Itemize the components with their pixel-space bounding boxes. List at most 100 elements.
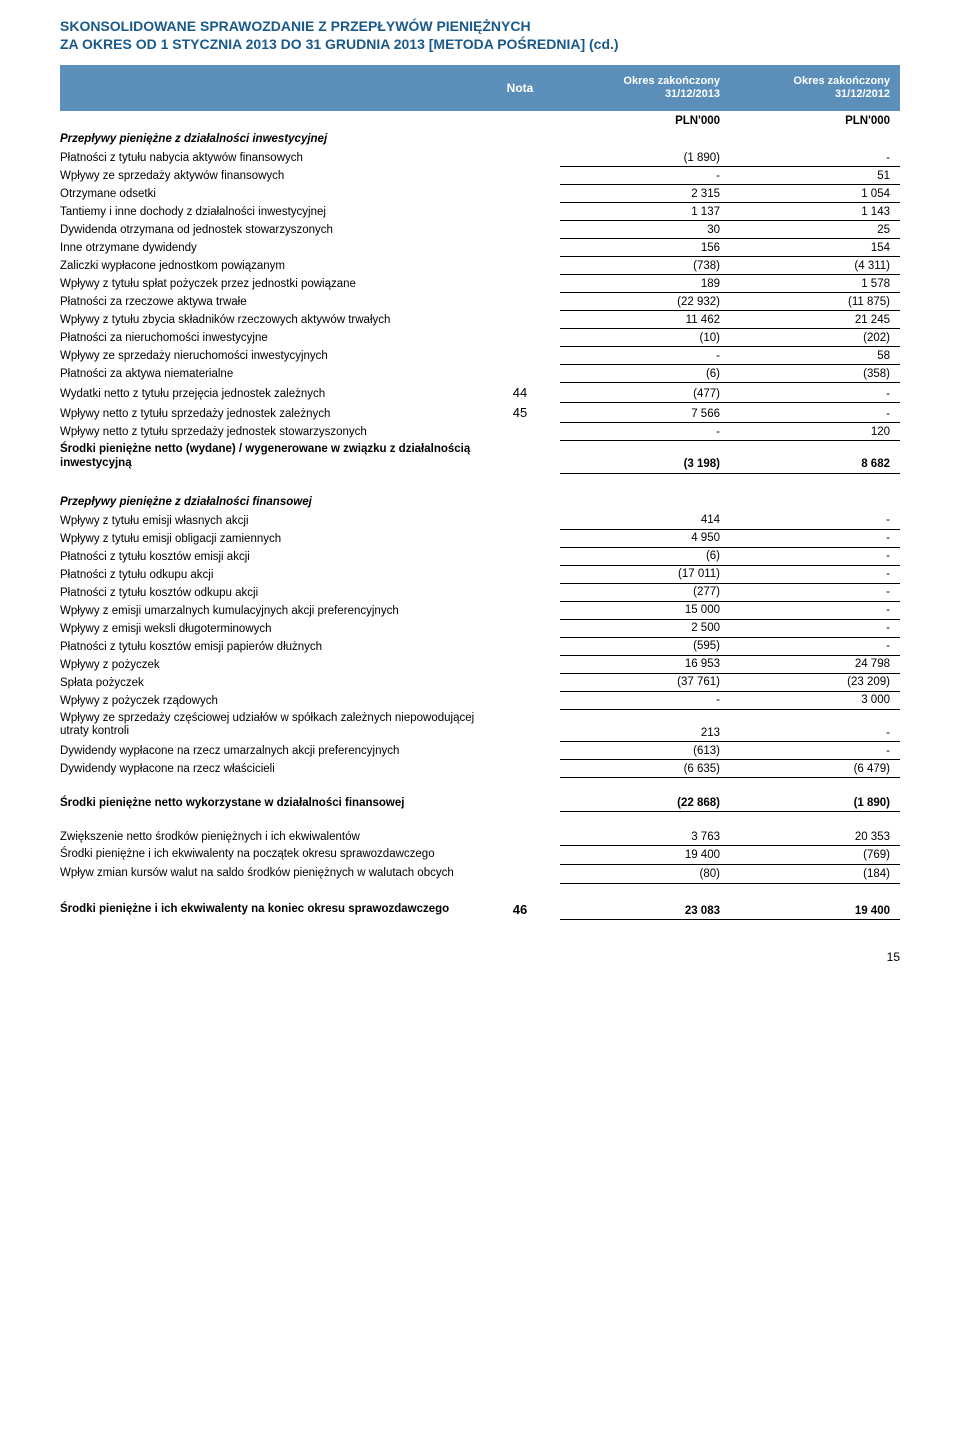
row-val1: 414 (560, 512, 730, 530)
row-desc: Wpływy z pożyczek rządowych (60, 691, 480, 709)
row-desc: Środki pieniężne i ich ekwiwalenty na po… (60, 846, 480, 865)
row-val2: - (730, 547, 900, 565)
table-row: Tantiemy i inne dochody z działalności i… (60, 203, 900, 221)
row-val1: - (560, 347, 730, 365)
row-val1: (613) (560, 742, 730, 760)
table-row: Wpływy netto z tytułu sprzedaży jednoste… (60, 403, 900, 423)
row-val2: (358) (730, 365, 900, 383)
row-desc: Wpływy z emisji umarzalnych kumulacyjnyc… (60, 601, 480, 619)
row-val1: 23 083 (560, 900, 730, 920)
row-desc: Płatności za aktywa niematerialne (60, 365, 480, 383)
row-val2: (11 875) (730, 293, 900, 311)
row-desc: Płatności za rzeczowe aktywa trwałe (60, 293, 480, 311)
row-nota (480, 239, 560, 257)
row-val1: 213 (560, 709, 730, 742)
row-desc: Wpływy netto z tytułu sprzedaży jednoste… (60, 403, 480, 423)
table-row: Wpływy ze sprzedaży częściowej udziałów … (60, 709, 900, 742)
row-val2: 8 682 (730, 441, 900, 474)
row-desc: Dywidendy wypłacone na rzecz właścicieli (60, 760, 480, 778)
row-val1: 7 566 (560, 403, 730, 423)
row-desc: Spłata pożyczek (60, 673, 480, 691)
table-row: Płatności za nieruchomości inwestycyjne(… (60, 329, 900, 347)
row-nota (480, 311, 560, 329)
title-line1: SKONSOLIDOWANE SPRAWOZDANIE Z PRZEPŁYWÓW… (60, 18, 900, 36)
table-row: Wpływy z tytułu emisji obligacji zamienn… (60, 529, 900, 547)
row-nota (480, 221, 560, 239)
table-row: Wpływy z tytułu emisji własnych akcji 414… (60, 512, 900, 530)
table-row: Wydatki netto z tytułu przejęcia jednost… (60, 383, 900, 403)
table-row: Wpływ zmian kursów walut na saldo środkó… (60, 864, 900, 883)
table-row: Wpływy z emisji weksli długoterminowych2… (60, 619, 900, 637)
row-val1: (738) (560, 257, 730, 275)
row-val2: 51 (730, 167, 900, 185)
row-val2: 19 400 (730, 900, 900, 920)
row-val1: 15 000 (560, 601, 730, 619)
row-val1: (1 890) (560, 149, 730, 167)
table-row: Wpływy z tytułu zbycia składników rzeczo… (60, 311, 900, 329)
row-nota (480, 167, 560, 185)
row-val1: (595) (560, 637, 730, 655)
row-desc: Zaliczki wypłacone jednostkom powiązanym (60, 257, 480, 275)
row-desc: Wpływy z tytułu zbycia składników rzeczo… (60, 311, 480, 329)
row-val1: (3 198) (560, 441, 730, 474)
row-val2: 1 054 (730, 185, 900, 203)
row-desc: Wpływy z emisji weksli długoterminowych (60, 619, 480, 637)
table-header-bar: Nota Okres zakończony 31/12/2013 Okres z… (60, 65, 900, 111)
table-row: Inne otrzymane dywidendy156154 (60, 239, 900, 257)
section-heading-investing: Przepływy pieniężne z działalności inwes… (60, 133, 900, 145)
row-val1: (17 011) (560, 565, 730, 583)
table-row: Spłata pożyczek(37 761)(23 209) (60, 673, 900, 691)
row-val1: (37 761) (560, 673, 730, 691)
row-val2: - (730, 583, 900, 601)
row-desc: Wydatki netto z tytułu przejęcia jednost… (60, 383, 480, 403)
row-val2: - (730, 637, 900, 655)
row-val2: - (730, 529, 900, 547)
row-val2: (4 311) (730, 257, 900, 275)
row-nota (480, 257, 560, 275)
row-val1: 11 462 (560, 311, 730, 329)
row-desc: Tantiemy i inne dochody z działalności i… (60, 203, 480, 221)
table-row: Zaliczki wypłacone jednostkom powiązanym… (60, 257, 900, 275)
header-col2-l1: Okres zakończony (730, 75, 890, 88)
row-val2: - (730, 709, 900, 742)
table-row: Płatności z tytułu kosztów emisji akcji(… (60, 547, 900, 565)
header-col1-l2: 31/12/2013 (560, 88, 720, 101)
table-row: Wpływy z tytułu spłat pożyczek przez jed… (60, 275, 900, 293)
row-val1: (22 868) (560, 794, 730, 812)
row-val1: 189 (560, 275, 730, 293)
row-desc: Wpływ zmian kursów walut na saldo środkó… (60, 864, 480, 883)
row-val2: 24 798 (730, 655, 900, 673)
row-val2: 154 (730, 239, 900, 257)
row-desc: Płatności z tytułu kosztów emisji akcji (60, 547, 480, 565)
row-val2: 1 578 (730, 275, 900, 293)
header-col1-l1: Okres zakończony (560, 75, 720, 88)
row-val1: (10) (560, 329, 730, 347)
row-val2: 20 353 (730, 828, 900, 846)
row-val1: (6 635) (560, 760, 730, 778)
row-desc: Płatności z tytułu nabycia aktywów finan… (60, 149, 480, 167)
table-row: Płatności z tytułu nabycia aktywów finan… (60, 149, 900, 167)
row-val2: (769) (730, 846, 900, 865)
row-val1: (6) (560, 365, 730, 383)
row-val2: - (730, 403, 900, 423)
row-val2: 21 245 (730, 311, 900, 329)
row-val2: (184) (730, 864, 900, 883)
row-desc: Wpływy z tytułu emisji własnych akcji (60, 512, 480, 530)
row-val2: (6 479) (730, 760, 900, 778)
summary-table: Zwiększenie netto środków pieniężnych i … (60, 828, 900, 884)
table-row: Dywidendy wypłacone na rzecz właścicieli… (60, 760, 900, 778)
row-desc: Środki pieniężne netto wykorzystane w dz… (60, 794, 480, 812)
row-val2: (202) (730, 329, 900, 347)
table-row: Wpływy ze sprzedaży nieruchomości inwest… (60, 347, 900, 365)
row-val1: - (560, 167, 730, 185)
row-val1: (477) (560, 383, 730, 403)
row-desc: Środki pieniężne i ich ekwiwalenty na ko… (60, 900, 480, 920)
section-heading-financing: Przepływy pieniężne z działalności finan… (60, 496, 900, 508)
row-val2: - (730, 383, 900, 403)
row-val1: 1 137 (560, 203, 730, 221)
row-val1: 16 953 (560, 655, 730, 673)
row-desc: Wpływy z pożyczek (60, 655, 480, 673)
row-val1: 156 (560, 239, 730, 257)
page-number: 15 (60, 950, 900, 964)
table-row: Wpływy z pożyczek 16 95324 798 (60, 655, 900, 673)
